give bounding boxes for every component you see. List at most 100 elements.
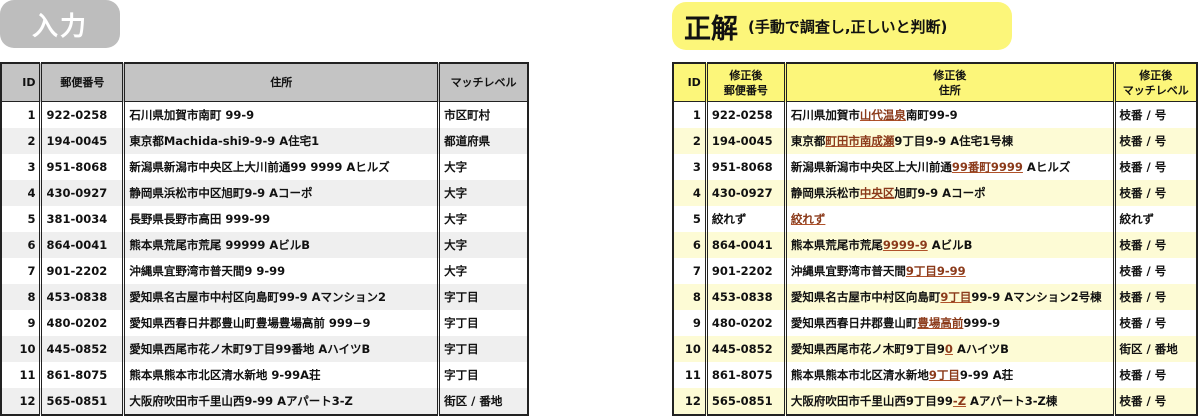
table-row: 4 430-0927 静岡県浜松市中央区旭町9-9 Aコーポ 枝番 / 号 — [672, 180, 1198, 206]
address-segment: 熊本県熊本市北区清水新地 — [790, 368, 929, 382]
table-row: 10 445-0852 愛知県西尾市花ノ木町9丁目99番地 AハイツB 字丁目 — [0, 336, 529, 362]
address-cell: 沖縄県宜野湾市普天間9 9-99 — [122, 258, 440, 284]
id-cell: 10 — [672, 336, 708, 362]
address-segment: 9-99 A荘 — [959, 368, 1014, 382]
match-level-cell: 街区 / 番地 — [1112, 336, 1198, 362]
corrected-segment: 山代温泉 — [859, 108, 906, 122]
table-row: 12 565-0851 大阪府吹田市千里山西9丁目99-Z Aアパート3-Z棟 枝番 … — [672, 388, 1198, 415]
match-level-cell: 枝番 / 号 — [1112, 128, 1198, 154]
zip-cell: 445-0852 — [705, 336, 786, 362]
address-segment: 愛知県名古屋市中村区向島町 — [790, 290, 941, 304]
zip-cell: 381-0034 — [40, 206, 125, 232]
table-row: 11 861-8075 熊本県熊本市北区清水新地9丁目9-99 A荘 枝番 / 号 — [672, 362, 1198, 388]
zip-cell: 864-0041 — [705, 232, 786, 258]
zip-cell: 951-8068 — [705, 154, 786, 180]
zip-cell: 453-0838 — [705, 284, 786, 310]
address-segment: 石川県加賀市 — [790, 108, 860, 122]
address-segment: 静岡県浜松市 — [790, 186, 860, 200]
id-cell: 8 — [672, 284, 708, 310]
table-row: 3 951-8068 新潟県新潟市中央区上大川前通99 9999 Aヒルズ 大字 — [0, 154, 529, 180]
corrected-segment: 9丁目9-99 — [905, 264, 966, 278]
answer-title: 正解 — [684, 13, 738, 45]
address-cell: 石川県加賀市南町 99-9 — [122, 101, 440, 128]
zip-cell: 951-8068 — [40, 154, 125, 180]
address-cell: 愛知県名古屋市中村区向島町9丁目99-9 Aマンション2号棟 — [783, 284, 1115, 310]
zip-cell: 901-2202 — [40, 258, 125, 284]
address-cell: 熊本県荒尾市荒尾 99999 AビルB — [122, 232, 440, 258]
id-cell: 5 — [672, 206, 708, 232]
zip-cell: 480-0202 — [40, 310, 125, 336]
header-match-level-cell: 修正後 マッチレベル — [1112, 63, 1198, 102]
match-level-cell: 字丁目 — [437, 284, 529, 310]
zip-cell: 901-2202 — [705, 258, 786, 284]
corrected-segment: 中央区 — [859, 186, 895, 200]
zip-cell: 565-0851 — [40, 388, 125, 415]
id-cell: 2 — [0, 128, 43, 154]
address-cell: 愛知県名古屋市中村区向島町99-9 Aマンション2 — [122, 284, 440, 310]
zip-cell: 430-0927 — [40, 180, 125, 206]
match-level-cell: 枝番 / 号 — [1112, 388, 1198, 415]
table-row: 4 430-0927 静岡県浜松市中区旭町9-9 Aコーポ 大字 — [0, 180, 529, 206]
zip-cell: 565-0851 — [705, 388, 786, 415]
table-row: 9 480-0202 愛知県西春日井郡豊山町豊場豊場高前 999−9 字丁目 — [0, 310, 529, 336]
match-level-cell: 絞れず — [1112, 206, 1198, 232]
id-cell: 3 — [672, 154, 708, 180]
match-level-cell: 枝番 / 号 — [1112, 154, 1198, 180]
match-level-cell: 枝番 / 号 — [1112, 180, 1198, 206]
id-cell: 10 — [0, 336, 43, 362]
match-level-cell: 枝番 / 号 — [1112, 284, 1198, 310]
id-cell: 1 — [672, 101, 708, 128]
id-cell: 4 — [672, 180, 708, 206]
corrected-segment: 0 — [944, 342, 953, 356]
id-cell: 11 — [0, 362, 43, 388]
address-cell: 長野県長野市高田 999-99 — [122, 206, 440, 232]
address-segment: AビルB — [927, 238, 973, 252]
match-level-cell: 枝番 / 号 — [1112, 310, 1198, 336]
input-table: ID 郵便番号 住所 マッチレベル 1 922-0258 石川県加賀市南町 99-9 市区町村… — [0, 62, 529, 416]
match-level-cell: 大字 — [437, 154, 529, 180]
zip-cell: 194-0045 — [705, 128, 786, 154]
header-address-cell: 住所 — [122, 63, 440, 102]
match-level-cell: 街区 / 番地 — [437, 388, 529, 415]
address-cell: 静岡県浜松市中央区旭町9-9 Aコーポ — [783, 180, 1115, 206]
zip-cell: 922-0258 — [705, 101, 786, 128]
table-row: 8 453-0838 愛知県名古屋市中村区向島町9丁目99-9 Aマンション2号棟枝… — [672, 284, 1198, 310]
corrected-segment: 豊場高前 — [917, 316, 964, 330]
address-cell: 大阪府吹田市千里山西9-99 Aアパート3-Z — [122, 388, 440, 415]
match-level-cell: 枝番 / 号 — [1112, 232, 1198, 258]
table-row: 7 901-2202 沖縄県宜野湾市普天間9 9-99 大字 — [0, 258, 529, 284]
zip-cell: 480-0202 — [705, 310, 786, 336]
zip-cell: 861-8075 — [705, 362, 786, 388]
corrected-segment: 町田市南成瀬 — [825, 134, 895, 148]
address-cell: 新潟県新潟市中央区上大川前通99番町9999 Aヒルズ — [783, 154, 1115, 180]
id-cell: 3 — [0, 154, 43, 180]
id-cell: 7 — [672, 258, 708, 284]
table-row: 9 480-0202 愛知県西春日井郡豊山町豊場高前999-9 枝番 / 号 — [672, 310, 1198, 336]
answer-table: ID 修正後 郵便番号 修正後 住所 修正後 マッチレベル 1 922-0258 石川県加賀市山代… — [672, 62, 1198, 416]
match-level-cell: 大字 — [437, 258, 529, 284]
zip-cell: 絞れず — [705, 206, 786, 232]
header-zip-cell: 修正後 郵便番号 — [705, 63, 786, 102]
address-cell: 熊本県熊本市北区清水新地9丁目9-99 A荘 — [783, 362, 1115, 388]
match-level-cell: 大字 — [437, 206, 529, 232]
table-row: 1 922-0258 石川県加賀市南町 99-9 市区町村 — [0, 101, 529, 128]
match-level-cell: 字丁目 — [437, 310, 529, 336]
match-level-cell: 字丁目 — [437, 362, 529, 388]
match-level-cell: 枝番 / 号 — [1112, 258, 1198, 284]
table-row: 12 565-0851 大阪府吹田市千里山西9-99 Aアパート3-Z 街区 / 番地 — [0, 388, 529, 415]
address-cell: 石川県加賀市山代温泉南町99-9 — [783, 101, 1115, 128]
id-cell: 5 — [0, 206, 43, 232]
address-cell: 絞れず — [783, 206, 1115, 232]
match-level-cell: 字丁目 — [437, 336, 529, 362]
zip-cell: 922-0258 — [40, 101, 125, 128]
input-badge: 入力 — [0, 0, 120, 48]
address-cell: 愛知県西春日井郡豊山町豊場豊場高前 999−9 — [122, 310, 440, 336]
address-segment: 沖縄県宜野湾市普天間 — [790, 264, 906, 278]
id-cell: 4 — [0, 180, 43, 206]
address-cell: 愛知県西尾市花ノ木町9丁目90 AハイツB — [783, 336, 1115, 362]
address-segment: 99-9 Aマンション2号棟 — [971, 290, 1102, 304]
id-cell: 6 — [0, 232, 43, 258]
table-row: 2 194-0045 東京都町田市南成瀬9丁目9-9 A住宅1号棟 枝番 / 号 — [672, 128, 1198, 154]
zip-cell: 864-0041 — [40, 232, 125, 258]
header-id-cell: ID — [672, 63, 708, 102]
